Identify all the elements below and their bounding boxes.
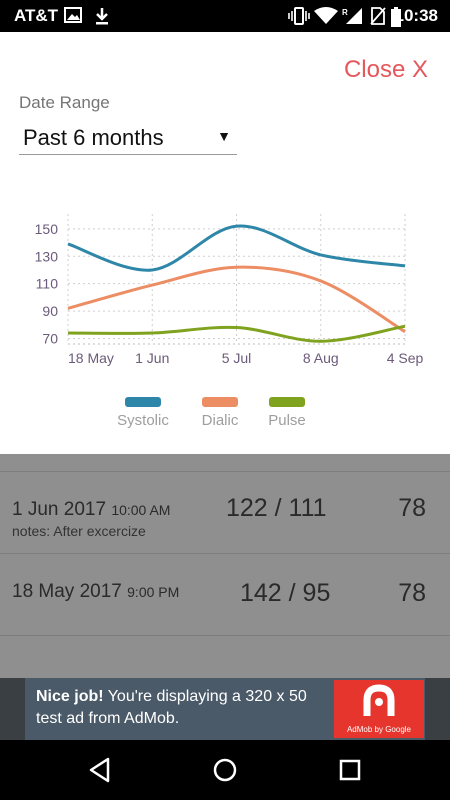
- admob-icon: [363, 684, 395, 716]
- x-tick-label: 1 Jun: [135, 350, 169, 366]
- legend-label-dialic: Dialic: [202, 412, 239, 429]
- list-item[interactable]: 1 Jun 2017 10:00 AM notes: After excerci…: [0, 471, 450, 551]
- legend-swatch-systolic: [125, 397, 161, 407]
- back-icon: [89, 757, 110, 783]
- y-tick-label: 150: [35, 221, 59, 237]
- series-line-systolic: [67, 224, 406, 272]
- roaming-signal-icon: R: [342, 8, 362, 24]
- ad-text[interactable]: Nice job! You're displaying a 320 x 50 t…: [36, 686, 331, 730]
- reading-pulse: 78: [398, 494, 426, 522]
- no-sim-icon: [370, 7, 386, 25]
- x-tick-label: 18 May: [68, 350, 114, 366]
- date-range-value: Past 6 months: [23, 125, 164, 150]
- series-line-dialic: [67, 265, 406, 333]
- reading-date: 1 Jun 2017 10:00 AM: [12, 499, 170, 521]
- date-range-label: Date Range: [19, 93, 110, 112]
- close-button[interactable]: Close X: [343, 56, 428, 83]
- clock: 10:38: [394, 6, 438, 25]
- list-item[interactable]: 18 May 2017 9:00 PM 142 / 95 78: [0, 553, 450, 633]
- x-tick-label: 4 Sep: [387, 350, 424, 366]
- admob-logo-text: AdMob by Google: [346, 725, 412, 734]
- status-bar: AT&T R 10:38: [0, 0, 450, 32]
- legend-swatch-dialic: [202, 397, 238, 407]
- legend-label-pulse: Pulse: [268, 412, 306, 429]
- admob-logo[interactable]: AdMob by Google: [334, 680, 424, 738]
- reading-pulse: 78: [398, 579, 426, 607]
- reading-date-text: 18 May 2017: [12, 581, 122, 602]
- home-button[interactable]: [209, 754, 241, 786]
- battery-icon: [391, 7, 401, 27]
- x-tick-label: 8 Aug: [303, 350, 339, 366]
- ad-body: You're displaying a 320 x 50 test ad fro…: [36, 688, 307, 727]
- x-tick-label: 5 Jul: [222, 350, 252, 366]
- readings-list: 1 Jun 2017 10:00 AM notes: After excerci…: [0, 454, 450, 678]
- reading-notes: notes: After excercize: [12, 523, 146, 539]
- blood-pressure-chart: 150 130 110 90 70 18 May 1 Jun 5 Jul 8 Aug 4 Sep S…: [35, 214, 424, 429]
- list-end-divider: [0, 635, 450, 636]
- date-range-dropdown[interactable]: Past 6 months ▼: [19, 122, 237, 155]
- y-tick-label: 110: [36, 276, 59, 292]
- ad-banner[interactable]: Nice job! You're displaying a 320 x 50 t…: [0, 678, 450, 740]
- chart-dialog: Close X Date Range Past 6 months ▼ 150 13…: [0, 32, 450, 454]
- reading-time: 10:00 AM: [111, 502, 171, 518]
- carrier-name: AT&T: [14, 6, 59, 25]
- y-tick-label: 130: [35, 248, 59, 264]
- download-icon: [96, 8, 108, 25]
- vibrate-icon: [288, 7, 310, 25]
- ad-headline: Nice job!: [36, 688, 104, 705]
- reading-bp: 142 / 95: [240, 579, 331, 607]
- image-icon: [64, 7, 82, 23]
- reading-date-text: 1 Jun 2017: [12, 499, 107, 520]
- reading-bp: 122 / 111: [226, 494, 327, 522]
- recents-icon: [339, 759, 361, 781]
- divider: [0, 553, 450, 554]
- reading-date: 18 May 2017 9:00 PM: [12, 581, 179, 603]
- legend-swatch-pulse: [269, 397, 305, 407]
- navigation-bar: [0, 740, 450, 800]
- series-line-pulse: [67, 324, 406, 343]
- y-tick-label: 70: [42, 331, 58, 347]
- dropdown-arrow-icon: ▼: [217, 128, 231, 144]
- home-icon: [213, 758, 237, 782]
- back-button[interactable]: [84, 754, 116, 786]
- legend-label-systolic: Systolic: [117, 412, 169, 429]
- svg-text:R: R: [342, 8, 348, 17]
- reading-time: 9:00 PM: [127, 584, 180, 600]
- divider: [0, 471, 450, 472]
- wifi-icon: [314, 7, 338, 24]
- recents-button[interactable]: [334, 754, 366, 786]
- y-tick-label: 90: [42, 303, 58, 319]
